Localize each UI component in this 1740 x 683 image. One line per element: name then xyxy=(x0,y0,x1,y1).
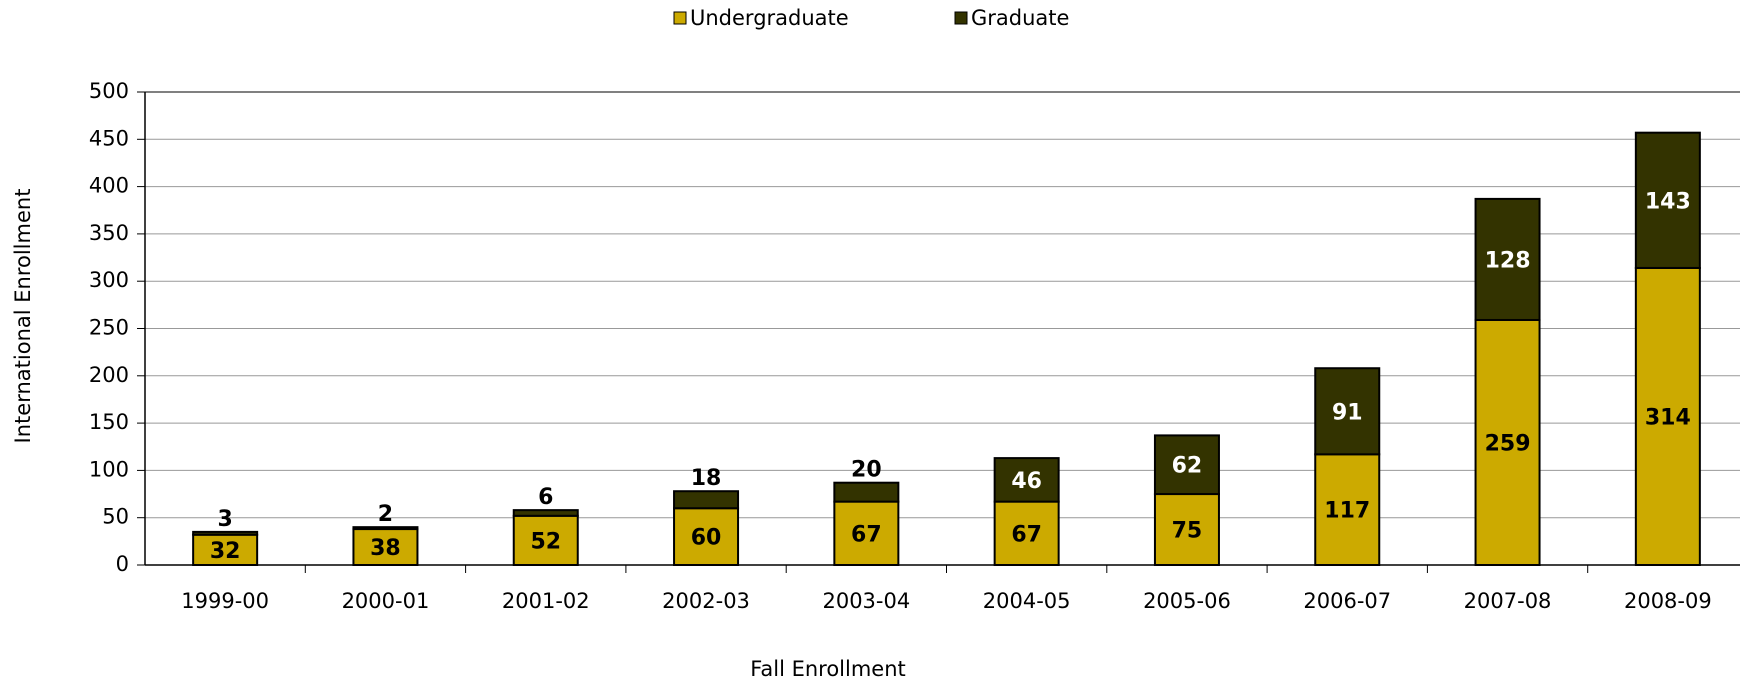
x-tick-label: 2002-03 xyxy=(662,589,750,613)
data-label: 67 xyxy=(851,522,882,547)
bar-segment xyxy=(673,490,740,510)
data-label: 38 xyxy=(370,536,401,561)
bar-segment xyxy=(993,500,1060,567)
x-tick-label: 1999-00 xyxy=(181,589,269,613)
y-axis-title: International Enrollment xyxy=(11,189,35,444)
data-label: 259 xyxy=(1485,431,1531,456)
legend-label: Undergraduate xyxy=(690,6,849,30)
data-label: 117 xyxy=(1324,499,1370,524)
y-tick-label: 200 xyxy=(89,363,129,387)
y-tick-label: 450 xyxy=(89,126,129,150)
y-tick-label: 0 xyxy=(116,552,129,576)
bar-segment xyxy=(512,514,579,566)
bar-segment xyxy=(512,509,579,517)
y-tick-label: 500 xyxy=(89,79,129,103)
data-label: 67 xyxy=(1011,522,1042,547)
data-label: 46 xyxy=(1011,469,1042,494)
bar-segment xyxy=(1634,131,1701,269)
data-label: 3 xyxy=(217,507,232,532)
y-tick-label: 250 xyxy=(89,316,129,340)
y-tick-label: 50 xyxy=(102,505,129,529)
legend-label: Graduate xyxy=(971,6,1069,30)
x-tick-label: 2004-05 xyxy=(983,589,1071,613)
x-tick-label: 2007-08 xyxy=(1464,589,1552,613)
bar-segment xyxy=(1314,367,1381,456)
x-axis-title: Fall Enrollment xyxy=(750,657,906,681)
data-label: 2 xyxy=(378,502,393,527)
data-label: 60 xyxy=(691,526,722,551)
bar-segment xyxy=(993,457,1060,503)
x-tick-label: 2001-02 xyxy=(502,589,590,613)
bar-segment xyxy=(833,500,900,567)
bar-segment xyxy=(192,530,259,536)
bar-segment xyxy=(1634,266,1701,566)
y-tick-label: 350 xyxy=(89,221,129,245)
bar-segment xyxy=(833,481,900,503)
data-label: 32 xyxy=(210,539,241,564)
data-label: 20 xyxy=(851,458,882,483)
data-label: 62 xyxy=(1172,454,1203,479)
legend-swatch xyxy=(673,11,687,25)
data-label: 314 xyxy=(1645,405,1691,430)
bar-segment xyxy=(352,528,419,566)
y-tick-label: 300 xyxy=(89,268,129,292)
y-tick-label: 100 xyxy=(89,457,129,481)
legend-swatch xyxy=(954,11,968,25)
y-tick-label: 150 xyxy=(89,410,129,434)
bar-segment xyxy=(1474,318,1541,566)
bar-segment xyxy=(1153,493,1220,566)
x-tick-label: 2000-01 xyxy=(342,589,430,613)
x-tick-label: 2003-04 xyxy=(822,589,910,613)
bar-segment xyxy=(1314,453,1381,566)
bar-segment xyxy=(352,526,419,531)
y-tick-label: 400 xyxy=(89,174,129,198)
data-label: 91 xyxy=(1332,400,1363,425)
data-label: 18 xyxy=(691,466,722,491)
x-tick-label: 2006-07 xyxy=(1303,589,1391,613)
bar-segment xyxy=(1153,434,1220,496)
data-label: 143 xyxy=(1645,189,1691,214)
data-label: 75 xyxy=(1172,519,1203,544)
x-tick-label: 2008-09 xyxy=(1624,589,1712,613)
data-label: 128 xyxy=(1485,248,1531,273)
data-label: 52 xyxy=(530,529,561,554)
data-label: 6 xyxy=(538,485,553,510)
x-tick-label: 2005-06 xyxy=(1143,589,1231,613)
bar-segment xyxy=(1474,197,1541,321)
